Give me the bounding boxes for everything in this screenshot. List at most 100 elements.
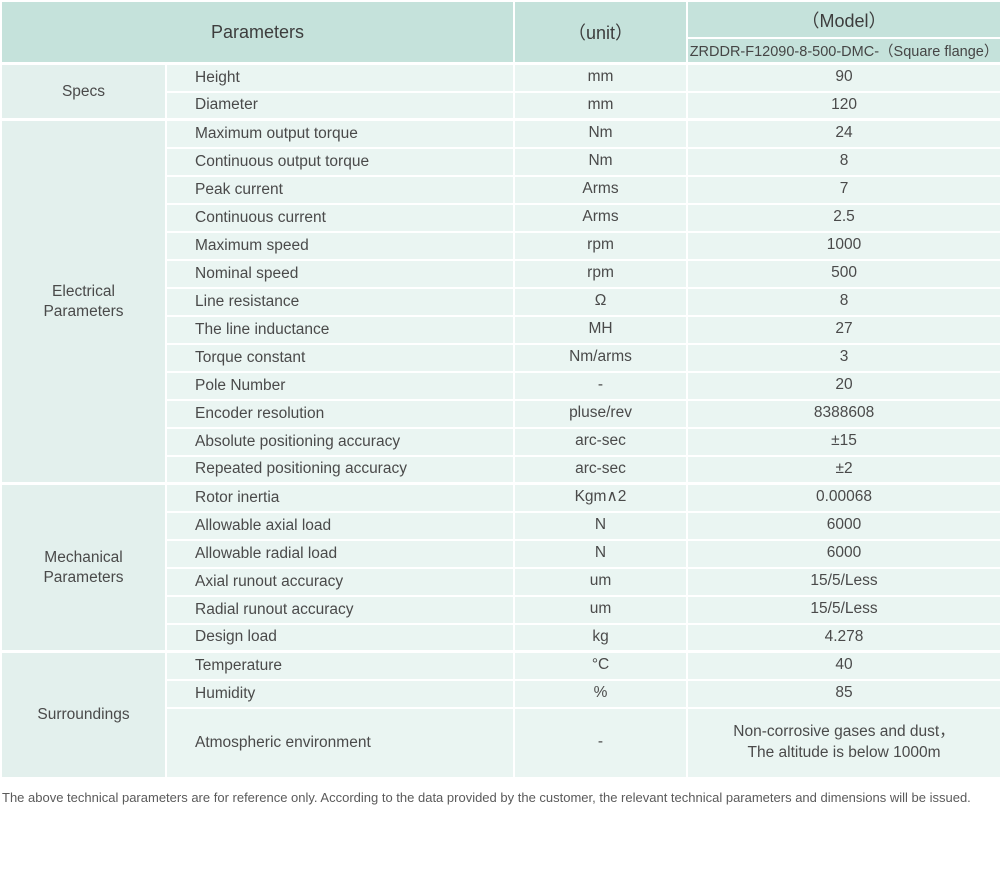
param-cell: Continuous output torque bbox=[164, 146, 516, 177]
header-model: （Model） bbox=[686, 0, 1000, 39]
value-cell: 7 bbox=[686, 174, 1000, 205]
param-cell: Rotor inertia bbox=[164, 482, 516, 513]
table-row: Mechanical Parameters Rotor inertia Kgm∧2 0… bbox=[0, 482, 1000, 653]
section-label-cell: Electrical Parameters bbox=[0, 118, 167, 485]
header-row-1: Parameters （unit） （Model） bbox=[0, 0, 1000, 65]
table-row: Surroundings Temperature °C 40 bbox=[0, 650, 1000, 779]
unit-cell: % bbox=[513, 678, 689, 709]
value-cell: 0.00068 bbox=[686, 482, 1000, 513]
unit-cell: Nm bbox=[513, 146, 689, 177]
unit-cell: arc-sec bbox=[513, 426, 689, 457]
header-model-variant: ZRDDR-F12090-8-500-DMC-（Square flange） bbox=[686, 37, 1000, 65]
param-cell: Humidity bbox=[164, 678, 516, 709]
param-cell: Axial runout accuracy bbox=[164, 566, 516, 597]
param-cell: Allowable radial load bbox=[164, 538, 516, 569]
param-cell: Encoder resolution bbox=[164, 398, 516, 429]
unit-cell: - bbox=[513, 706, 689, 779]
header-row-2: ZRDDR-F12090-8-500-DMC-（Square flange） bbox=[1, 37, 1000, 65]
table-row: Radial runout accuracy um 15/5/Less bbox=[1, 594, 1000, 625]
param-cell: Torque constant bbox=[164, 342, 516, 373]
footnote: The above technical parameters are for r… bbox=[2, 789, 971, 805]
unit-cell: Nm bbox=[513, 118, 689, 149]
value-cell: ±2 bbox=[686, 454, 1000, 485]
unit-cell: Kgm∧2 bbox=[513, 482, 689, 513]
table-row: Continuous output torque Nm 8 bbox=[1, 146, 1000, 177]
param-cell: Maximum output torque bbox=[164, 118, 516, 149]
param-cell: Diameter bbox=[164, 90, 516, 121]
param-cell: Nominal speed bbox=[164, 258, 516, 289]
unit-cell: pluse/rev bbox=[513, 398, 689, 429]
value-cell: 8388608 bbox=[686, 398, 1000, 429]
param-cell: Allowable axial load bbox=[164, 510, 516, 541]
value-cell: 6000 bbox=[686, 538, 1000, 569]
param-cell: Continuous current bbox=[164, 202, 516, 233]
section-label-cell: Specs bbox=[0, 62, 167, 121]
table-row: Line resistance Ω 8 bbox=[1, 286, 1000, 317]
param-cell: Height bbox=[164, 62, 516, 93]
value-cell: 24 bbox=[686, 118, 1000, 149]
param-cell: Peak current bbox=[164, 174, 516, 205]
table-row: Humidity% 85 bbox=[1, 678, 1000, 709]
unit-cell: Ω bbox=[513, 286, 689, 317]
unit-cell: rpm bbox=[513, 230, 689, 261]
value-cell: 15/5/Less bbox=[686, 594, 1000, 625]
unit-cell: arc-sec bbox=[513, 454, 689, 485]
table-row: Electrical Parameters Maximum output torq… bbox=[0, 118, 1000, 485]
param-cell: Pole Number bbox=[164, 370, 516, 401]
table-row: Axial runout accuracy um 15/5/Less bbox=[1, 566, 1000, 597]
unit-cell: MH bbox=[513, 314, 689, 345]
table-row: Maximum speed rpm 1000 bbox=[1, 230, 1000, 261]
unit-cell: rpm bbox=[513, 258, 689, 289]
unit-cell: kg bbox=[513, 622, 689, 653]
unit-cell: Nm/arms bbox=[513, 342, 689, 373]
value-cell: Non-corrosive gases and dust， The altitu… bbox=[686, 706, 1000, 779]
table-row: Torque constant Nm/arms 3 bbox=[1, 342, 1000, 373]
value-cell: 20 bbox=[686, 370, 1000, 401]
value-cell: 1000 bbox=[686, 230, 1000, 261]
value-cell: 500 bbox=[686, 258, 1000, 289]
header-unit: （unit） bbox=[513, 0, 689, 65]
value-cell: 4.278 bbox=[686, 622, 1000, 653]
value-cell: 8 bbox=[686, 146, 1000, 177]
table-row: Diameter mm 120 bbox=[1, 90, 1000, 121]
table-row: Repeated positioning accuracy arc-sec ±2 bbox=[1, 454, 1000, 485]
value-cell: 27 bbox=[686, 314, 1000, 345]
param-cell: Design load bbox=[164, 622, 516, 653]
value-cell: 3 bbox=[686, 342, 1000, 373]
param-cell: Maximum speed bbox=[164, 230, 516, 261]
value-cell: 2.5 bbox=[686, 202, 1000, 233]
unit-cell: °C bbox=[513, 650, 689, 681]
parameters-table: Parameters （unit） （Model） ZRDDR-F12090-8… bbox=[0, 0, 1000, 779]
header-parameters: Parameters bbox=[0, 0, 516, 65]
unit-cell: um bbox=[513, 594, 689, 625]
unit-cell: N bbox=[513, 538, 689, 569]
value-cell: 8 bbox=[686, 286, 1000, 317]
param-cell: The line inductance bbox=[164, 314, 516, 345]
param-cell: Repeated positioning accuracy bbox=[164, 454, 516, 485]
table-row: Pole Number -20 bbox=[1, 370, 1000, 401]
table-row: The line inductance MH 27 bbox=[1, 314, 1000, 345]
unit-cell: N bbox=[513, 510, 689, 541]
table-row: Encoder resolution pluse/rev 8388608 bbox=[1, 398, 1000, 429]
value-cell: ±15 bbox=[686, 426, 1000, 457]
unit-cell: um bbox=[513, 566, 689, 597]
unit-cell: mm bbox=[513, 62, 689, 93]
param-cell: Temperature bbox=[164, 650, 516, 681]
param-cell: Line resistance bbox=[164, 286, 516, 317]
unit-cell: Arms bbox=[513, 202, 689, 233]
value-cell: 40 bbox=[686, 650, 1000, 681]
param-cell: Absolute positioning accuracy bbox=[164, 426, 516, 457]
unit-cell: - bbox=[513, 370, 689, 401]
unit-cell: mm bbox=[513, 90, 689, 121]
table-row: Allowable radial load N 6000 bbox=[1, 538, 1000, 569]
value-cell: 120 bbox=[686, 90, 1000, 121]
table-row: Absolute positioning accuracy arc-sec ±15 bbox=[1, 426, 1000, 457]
value-cell: 85 bbox=[686, 678, 1000, 709]
table-row: Continuous current Arms 2.5 bbox=[1, 202, 1000, 233]
section-label-cell: Surroundings bbox=[0, 650, 167, 779]
unit-cell: Arms bbox=[513, 174, 689, 205]
section-label-cell: Mechanical Parameters bbox=[0, 482, 167, 653]
table-row: Nominal speed rpm 500 bbox=[1, 258, 1000, 289]
table-row: Specs Height mm 90 bbox=[0, 62, 1000, 121]
param-cell: Radial runout accuracy bbox=[164, 594, 516, 625]
